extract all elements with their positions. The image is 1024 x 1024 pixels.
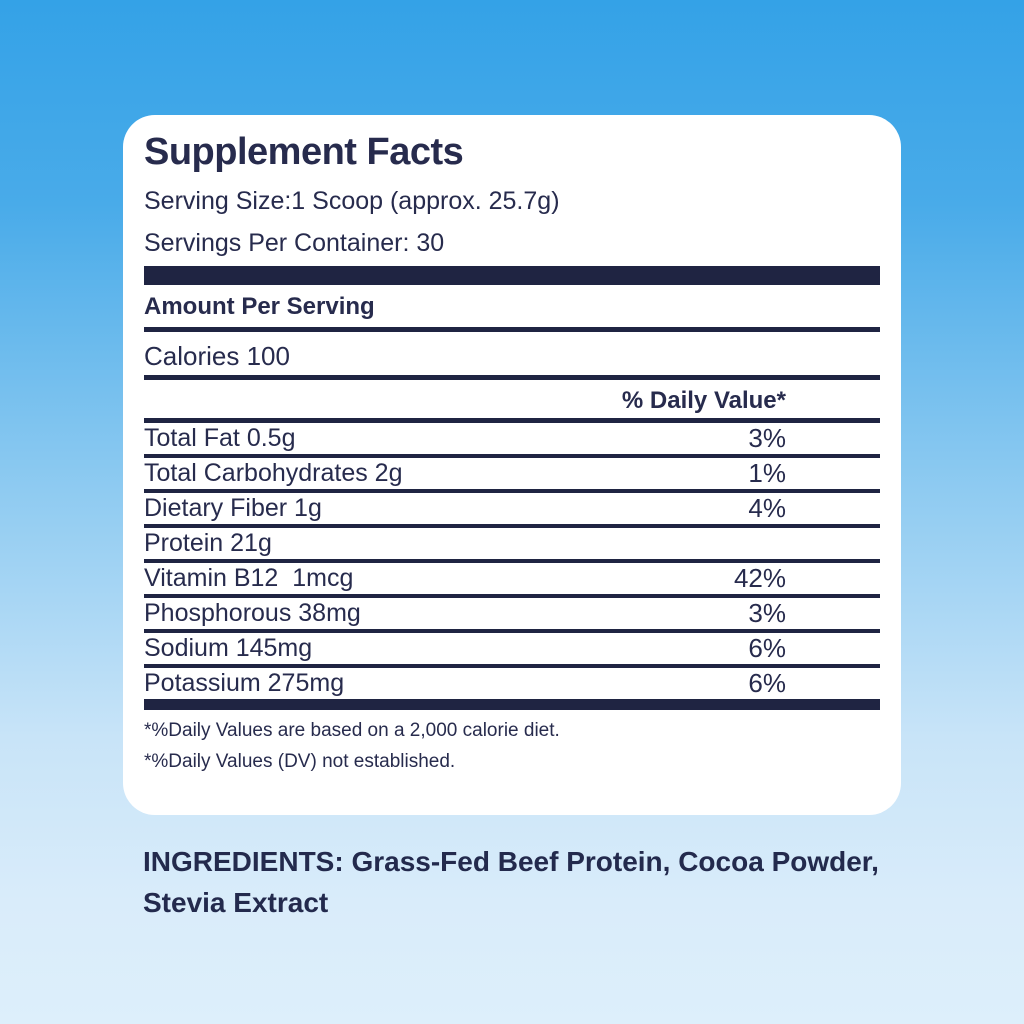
nutrient-label: Sodium 145mg [144, 634, 313, 662]
nutrient-label: Dietary Fiber 1g [144, 494, 322, 522]
nutrient-daily-value: 1% [748, 458, 786, 488]
nutrient-label: Potassium 275mg [144, 669, 345, 697]
serving-size-text: Serving Size:1 Scoop (approx. 25.7g) [144, 187, 560, 215]
servings-per-container-text: Servings Per Container: 30 [144, 229, 445, 257]
nutrient-daily-value: 3% [748, 598, 786, 628]
nutrient-row-total-carbohydrates: Total Carbohydrates 2g 1% [144, 458, 880, 493]
divider-thick [144, 266, 880, 285]
nutrient-row-total-fat: Total Fat 0.5g 3% [144, 423, 880, 458]
nutrient-label: Phosphorous 38mg [144, 599, 361, 627]
divider [144, 375, 880, 380]
ingredients-text: INGREDIENTS: Grass-Fed Beef Protein, Coc… [143, 846, 879, 918]
nutrient-row-potassium: Potassium 275mg 6% [144, 668, 880, 703]
nutrient-row-phosphorous: Phosphorous 38mg 3% [144, 598, 880, 633]
nutrient-daily-value: 4% [748, 493, 786, 523]
nutrient-label: Vitamin B12 1mcg [144, 564, 354, 592]
nutrient-daily-value: 6% [748, 633, 786, 663]
nutrient-daily-value: 42% [733, 563, 786, 593]
footnote-dv-not-established: *%Daily Values (DV) not established. [144, 751, 456, 772]
divider [144, 327, 880, 332]
panel-title: Supplement Facts [144, 131, 464, 173]
calories-text: Calories 100 [144, 341, 290, 371]
nutrient-label: Protein 21g [144, 529, 272, 557]
nutrient-daily-value: 6% [748, 668, 786, 698]
divider-bottom [144, 703, 880, 710]
nutrient-row-protein: Protein 21g [144, 528, 880, 563]
daily-value-heading: % Daily Value* [621, 387, 786, 414]
footnote-daily-values: *%Daily Values are based on a 2,000 calo… [144, 720, 560, 741]
nutrient-label: Total Carbohydrates 2g [144, 459, 403, 487]
nutrient-row-dietary-fiber: Dietary Fiber 1g 4% [144, 493, 880, 528]
amount-per-serving-heading: Amount Per Serving [144, 293, 375, 320]
nutrient-daily-value: 3% [748, 423, 786, 453]
nutrient-label: Total Fat 0.5g [144, 424, 296, 452]
divider [144, 418, 880, 423]
nutrient-row-vitamin-b12: Vitamin B12 1mcg 42% [144, 563, 880, 598]
supplement-facts-panel: Supplement Facts Serving Size:1 Scoop (a… [123, 115, 901, 815]
nutrient-row-sodium: Sodium 145mg 6% [144, 633, 880, 668]
